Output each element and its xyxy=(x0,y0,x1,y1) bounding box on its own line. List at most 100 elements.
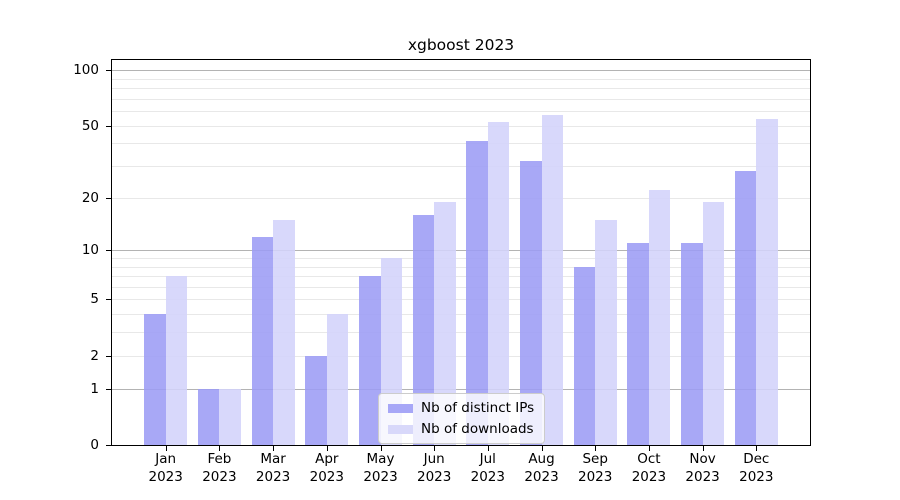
bar-distinct-ips-aug xyxy=(520,160,542,445)
minor-gridline xyxy=(112,166,810,167)
bar-distinct-ips-may xyxy=(359,276,381,445)
x-tick-year: 2023 xyxy=(578,468,613,485)
bar-distinct-ips-oct xyxy=(627,243,649,445)
x-tick-label: Feb 2023 xyxy=(179,451,259,486)
minor-gridline xyxy=(112,257,810,259)
x-tick-year: 2023 xyxy=(202,468,237,485)
y-tick-mark xyxy=(106,355,112,357)
x-tick-year: 2023 xyxy=(524,468,559,485)
minor-gridline xyxy=(112,111,810,112)
y-tick-mark xyxy=(106,197,112,199)
x-tick-label: Nov 2023 xyxy=(663,451,743,486)
x-tick-month: Jul xyxy=(479,451,496,467)
y-tick-label: 0 xyxy=(90,437,99,453)
bar-downloads-jul xyxy=(487,122,510,445)
x-tick-month: Mar xyxy=(260,451,286,467)
x-tick-month: Feb xyxy=(207,451,232,467)
legend: Nb of distinct IPs Nb of downloads xyxy=(378,393,546,444)
x-tick-year: 2023 xyxy=(631,468,667,485)
minor-gridline xyxy=(112,98,810,100)
bar-distinct-ips-sep xyxy=(573,266,596,445)
bar-downloads-jan xyxy=(165,276,188,445)
x-tick-year: 2023 xyxy=(739,468,774,485)
minor-gridline xyxy=(112,299,810,301)
y-tick-label: 10 xyxy=(81,242,99,259)
x-tick-month: Apr xyxy=(315,451,339,467)
x-tick-mark xyxy=(326,446,328,451)
x-tick-mark xyxy=(756,446,758,451)
x-tick-year: 2023 xyxy=(309,468,344,485)
y-tick-mark xyxy=(106,445,112,446)
bar-distinct-ips-dec xyxy=(734,171,757,445)
x-tick-label: Jul 2023 xyxy=(448,451,528,486)
minor-gridline xyxy=(112,286,810,288)
x-tick-year: 2023 xyxy=(417,468,452,485)
y-tick-mark xyxy=(106,250,112,252)
x-tick-label: Sep 2023 xyxy=(555,451,635,486)
x-tick-month: Jun xyxy=(423,451,445,467)
legend-swatch-downloads xyxy=(388,424,413,434)
bar-distinct-ips-jan xyxy=(144,314,166,445)
x-tick-label: Dec 2023 xyxy=(716,451,796,486)
x-tick-label: Oct 2023 xyxy=(609,451,689,486)
x-tick-month: Nov xyxy=(689,451,716,467)
bar-downloads-feb xyxy=(219,388,241,445)
x-tick-mark xyxy=(219,446,221,451)
bar-downloads-jun xyxy=(434,201,456,445)
x-tick-year: 2023 xyxy=(685,468,720,485)
bar-downloads-dec xyxy=(756,119,778,445)
x-tick-mark xyxy=(380,446,382,451)
x-tick-month: Aug xyxy=(528,451,555,467)
minor-gridline xyxy=(112,87,810,89)
major-gridline xyxy=(112,250,810,252)
minor-gridline xyxy=(112,143,810,145)
x-tick-label: Jan 2023 xyxy=(126,451,206,486)
minor-gridline xyxy=(112,266,810,268)
minor-gridline xyxy=(112,197,810,199)
y-tick-label: 50 xyxy=(81,117,99,134)
y-tick-label: 100 xyxy=(73,62,99,78)
minor-gridline xyxy=(112,125,810,127)
x-tick-mark xyxy=(434,446,436,451)
minor-gridline xyxy=(112,355,810,357)
legend-swatch-distinct-ips xyxy=(388,403,413,413)
minor-gridline xyxy=(112,314,810,316)
bar-distinct-ips-nov xyxy=(681,243,703,445)
major-gridline xyxy=(112,388,810,390)
x-tick-month: Dec xyxy=(743,451,770,467)
bar-distinct-ips-feb xyxy=(197,388,220,445)
y-tick-label: 5 xyxy=(90,291,99,308)
legend-label-distinct-ips: Nb of distinct IPs xyxy=(421,400,535,416)
x-tick-mark xyxy=(273,446,275,451)
y-tick-label: 2 xyxy=(90,347,99,364)
x-tick-label: Apr 2023 xyxy=(287,451,367,486)
x-tick-mark xyxy=(702,446,704,451)
bar-distinct-ips-jul xyxy=(466,141,488,445)
x-tick-label: Mar 2023 xyxy=(233,451,313,486)
minor-gridline xyxy=(112,276,810,277)
chart-title: xgboost 2023 xyxy=(407,36,515,54)
y-tick-label: 20 xyxy=(81,189,99,206)
major-gridline xyxy=(112,70,810,71)
x-tick-month: Jan xyxy=(155,451,177,467)
legend-item-distinct-ips: Nb of distinct IPs xyxy=(388,400,534,416)
y-tick-mark xyxy=(106,388,112,390)
bar-distinct-ips-mar xyxy=(251,236,274,445)
x-tick-year: 2023 xyxy=(363,468,398,485)
x-tick-mark xyxy=(648,446,650,451)
bar-downloads-mar xyxy=(273,219,295,445)
bar-downloads-nov xyxy=(702,201,725,445)
x-tick-month: Oct xyxy=(637,451,661,467)
x-tick-year: 2023 xyxy=(255,468,291,485)
y-tick-mark xyxy=(106,299,112,301)
x-tick-year: 2023 xyxy=(148,468,183,485)
x-tick-label: May 2023 xyxy=(341,451,421,486)
y-tick-mark xyxy=(106,70,112,71)
x-tick-mark xyxy=(487,446,489,451)
x-tick-month: May xyxy=(366,451,395,467)
x-tick-mark xyxy=(165,446,167,451)
bar-distinct-ips-apr xyxy=(305,355,327,445)
y-tick-mark xyxy=(106,125,112,127)
bar-downloads-apr xyxy=(326,314,349,445)
